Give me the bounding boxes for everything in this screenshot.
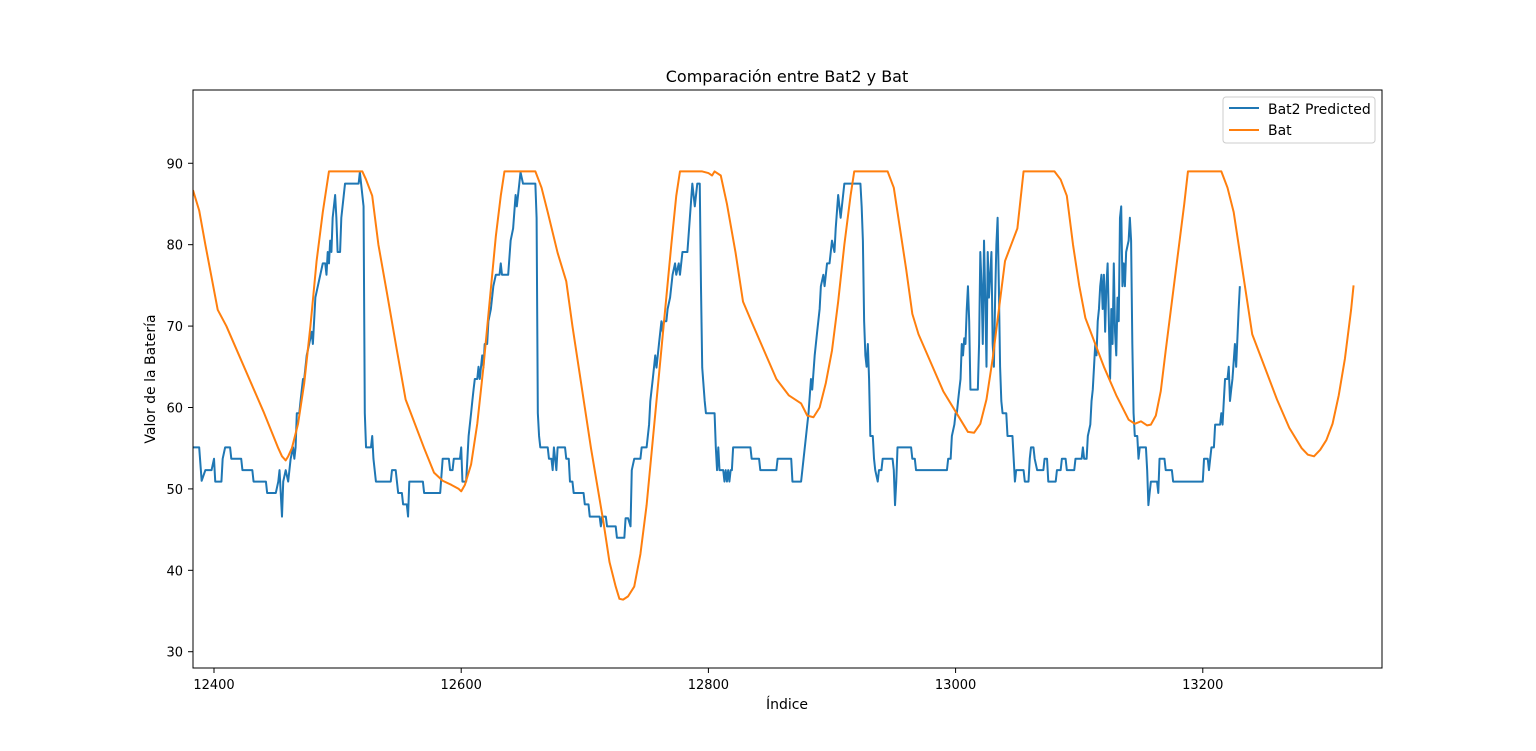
x-axis-label: Índice [766,696,808,713]
x-tick-label: 12400 [193,678,234,693]
x-tick-label: 13200 [1182,678,1223,693]
plot-frame [192,89,1383,669]
y-tick-label: 50 [166,483,183,498]
y-tick-label: 90 [166,157,183,172]
x-axis-ticks: 12400 12600 12800 13000 13200 [193,668,1223,693]
y-tick-label: 30 [166,646,183,661]
x-tick-label: 12600 [441,678,482,693]
legend-label-bat: Bat [1268,123,1292,139]
y-tick-label: 40 [166,564,183,579]
y-tick-label: 60 [166,401,183,416]
y-axis-label: Valor de la Batería [143,314,159,443]
legend-label-bat2-predicted: Bat2 Predicted [1268,102,1371,118]
series-line-bat [193,170,1355,601]
series-group [193,170,1355,601]
y-tick-label: 80 [166,239,183,254]
series-line-bat2-predicted [193,171,1241,539]
y-tick-label: 70 [166,320,183,335]
x-tick-label: 12800 [688,678,729,693]
legend-frame [1222,96,1376,144]
y-axis-ticks: 30 40 50 60 70 80 90 [166,157,193,661]
x-tick-label: 13000 [935,678,976,693]
legend: Bat2 Predicted Bat [1222,96,1376,144]
chart-title: Comparación entre Bat2 y Bat [666,67,909,86]
